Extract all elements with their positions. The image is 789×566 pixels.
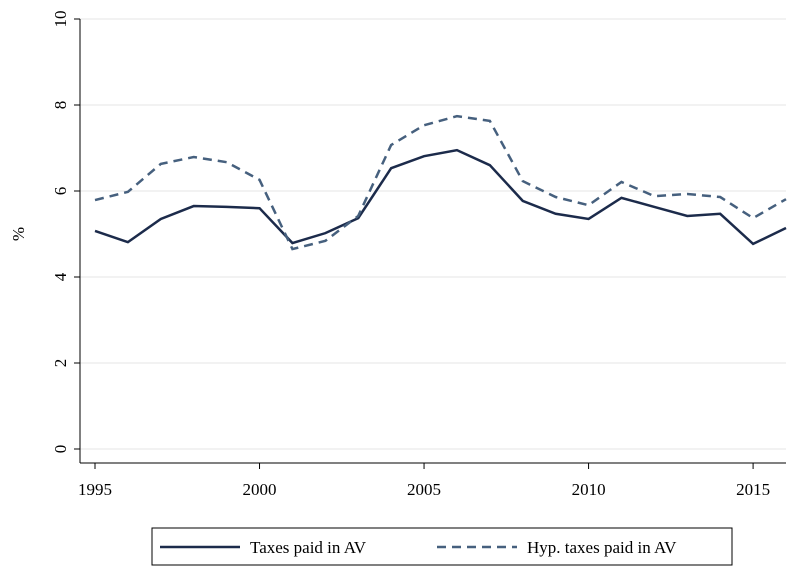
legend-label: Hyp. taxes paid in AV bbox=[527, 538, 677, 557]
y-tick-label: 0 bbox=[51, 445, 70, 454]
y-tick-label: 6 bbox=[51, 187, 70, 196]
series-line bbox=[94, 114, 787, 251]
y-tick-label: 2 bbox=[51, 359, 70, 368]
x-tick-label: 1995 bbox=[78, 480, 112, 499]
y-tick-label: 10 bbox=[51, 11, 70, 28]
y-tick-label: 8 bbox=[51, 101, 70, 110]
x-tick-label: 2010 bbox=[572, 480, 606, 499]
x-tick-label: 2015 bbox=[736, 480, 770, 499]
y-axis-label: % bbox=[9, 227, 28, 241]
x-tick-label: 2005 bbox=[407, 480, 441, 499]
y-tick-label: 4 bbox=[51, 272, 70, 281]
legend-label: Taxes paid in AV bbox=[250, 538, 367, 557]
series-line bbox=[94, 148, 787, 246]
x-tick-label: 2000 bbox=[243, 480, 277, 499]
